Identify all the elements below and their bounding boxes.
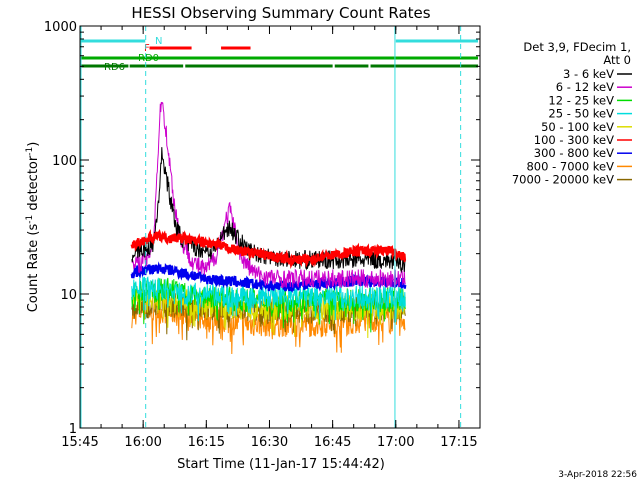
x-axis-label: Start Time (11-Jan-17 15:44:42) <box>177 457 385 472</box>
legend-label: 12 - 25 keV <box>548 93 614 107</box>
flag-label: RD0 <box>138 53 159 64</box>
series-line <box>131 101 406 290</box>
legend-header-line-1: Det 3,9, FDecim 1, <box>523 40 631 54</box>
x-tick-label: 17:15 <box>440 435 477 450</box>
y-tick-label: 1000 <box>44 20 77 35</box>
legend-label: 7000 - 20000 keV <box>512 173 614 187</box>
y-axis-label-sup2: -1 <box>25 147 35 156</box>
x-tick-label: 15:45 <box>61 435 98 450</box>
series-line <box>131 276 406 323</box>
x-tick-label: 16:00 <box>124 435 161 450</box>
date-stamp: 3-Apr-2018 22:56 <box>558 470 637 480</box>
flag-label: F <box>144 43 150 54</box>
x-tick-label: 16:45 <box>314 435 351 450</box>
legend-label: 800 - 7000 keV <box>526 159 614 173</box>
y-axis-label-mid: detector <box>26 155 41 215</box>
x-tick-label: 17:00 <box>377 435 414 450</box>
x-tick-label: 16:15 <box>188 435 225 450</box>
legend-header-line-2: Att 0 <box>603 53 631 67</box>
plot-frame <box>79 25 481 429</box>
y-tick-label: 100 <box>52 154 77 169</box>
legend-label: 100 - 300 keV <box>534 133 614 147</box>
flag-label: N <box>155 36 162 47</box>
legend-label: 25 - 50 keV <box>548 107 614 121</box>
legend-label: 3 - 6 keV <box>563 67 614 81</box>
reference-lines <box>80 26 462 428</box>
chart-title: HESSI Observing Summary Count Rates <box>131 4 430 22</box>
x-tick-label: 16:30 <box>251 435 288 450</box>
series-line <box>130 261 407 293</box>
y-tick-label: 10 <box>60 288 77 303</box>
legend-label: 300 - 800 keV <box>534 146 614 160</box>
y-axis-label: Count Rate (s-1 detector-1) <box>25 142 41 313</box>
y-axis-label-end: ) <box>26 142 41 147</box>
y-axis-label-main: Count Rate (s <box>26 224 41 313</box>
y-tick-label: 1 <box>69 422 77 437</box>
series-lines <box>130 101 407 355</box>
legend-label: 6 - 12 keV <box>556 80 614 94</box>
y-axis-label-sup1: -1 <box>25 215 35 224</box>
axes: 15:45 16:00 16:15 16:30 16:45 17:00 17:15 1 10 10… <box>44 20 481 450</box>
flag-label: RD6 <box>104 62 125 73</box>
legend-label: 50 - 100 keV <box>541 120 614 134</box>
series-line <box>130 229 407 270</box>
